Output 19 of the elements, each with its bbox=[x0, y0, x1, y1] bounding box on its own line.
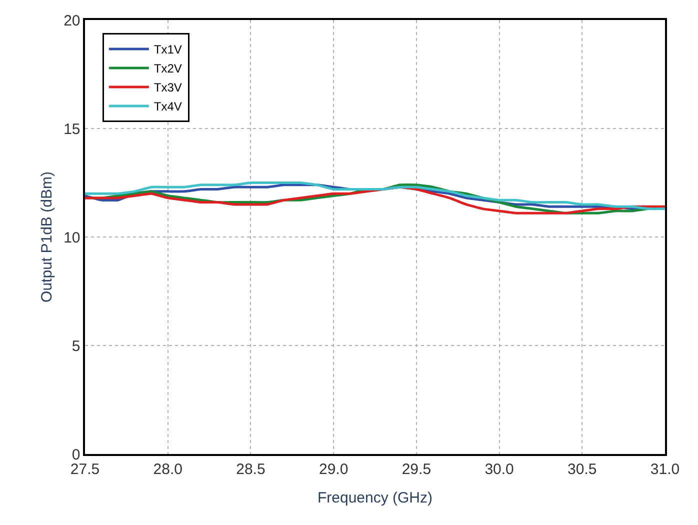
x-tick-label: 27.5 bbox=[70, 460, 100, 478]
x-tick-label: 28.0 bbox=[153, 460, 182, 478]
legend-label: Tx1V bbox=[154, 42, 182, 57]
y-tick-label: 15 bbox=[64, 120, 80, 138]
x-tick-label: 31.0 bbox=[650, 460, 680, 478]
legend-label: Tx3V bbox=[154, 80, 182, 95]
x-tick-label: 29.5 bbox=[402, 460, 432, 478]
x-tick-label: 30.5 bbox=[568, 460, 597, 478]
legend-label: Tx2V bbox=[154, 62, 182, 76]
y-tick-label: 0 bbox=[72, 446, 80, 464]
x-tick-label: 29.0 bbox=[318, 460, 348, 478]
x-axis-title: Frequency (GHz) bbox=[317, 489, 433, 506]
y-tick-label: 5 bbox=[72, 338, 80, 355]
y-tick-label: 10 bbox=[64, 229, 80, 246]
x-tick-label: 28.5 bbox=[236, 460, 266, 478]
y-tick-label: 20 bbox=[64, 12, 80, 30]
legend-label: Tx4V bbox=[154, 100, 182, 114]
y-axis-title: Output P1dB (dBm) bbox=[38, 172, 56, 302]
x-tick-label: 30.0 bbox=[484, 460, 514, 478]
